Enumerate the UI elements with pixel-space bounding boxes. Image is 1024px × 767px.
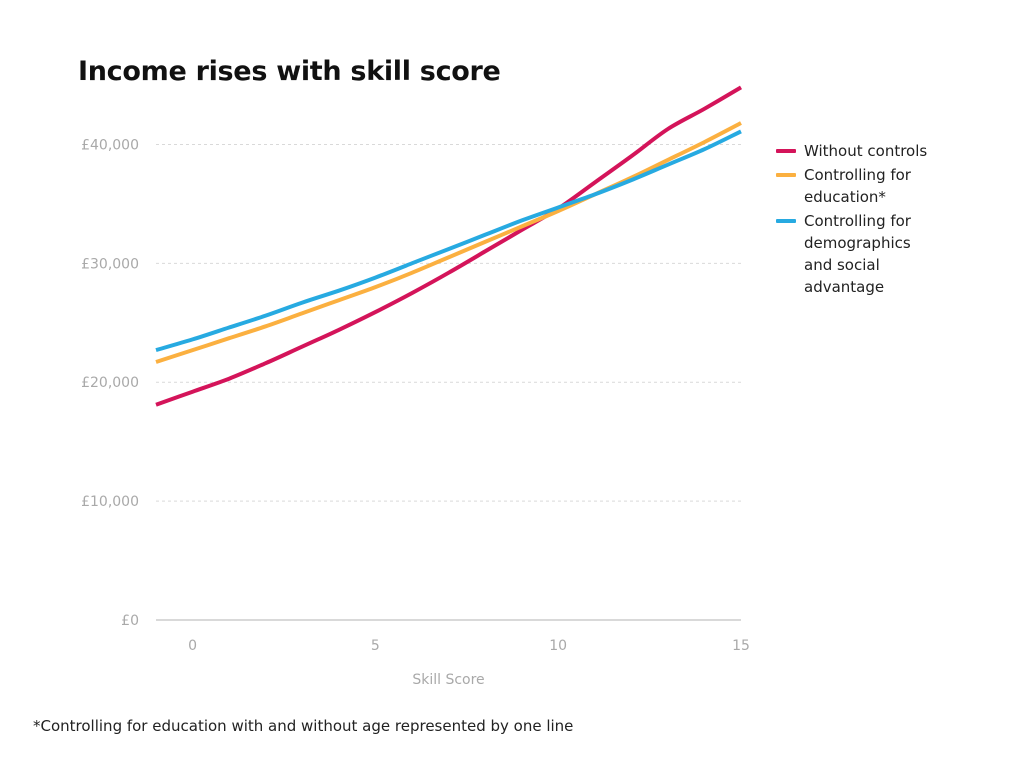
y-axis-ticks: £0 £10,000 £20,000 £30,000 £40,000 — [81, 137, 139, 629]
legend-swatch — [776, 149, 796, 153]
x-axis-title: Skill Score — [412, 672, 484, 688]
legend-item-demographics: Controlling for demographics and social … — [776, 210, 976, 298]
x-tick-label: 0 — [188, 638, 197, 654]
series-line-2 — [155, 129, 742, 353]
legend-label: Controlling for education* — [804, 166, 911, 206]
chart-title: Income rises with skill score — [78, 56, 501, 87]
x-axis-ticks: 0 5 10 15 — [188, 638, 750, 654]
series-line-0 — [155, 85, 742, 407]
legend-swatch — [776, 219, 796, 223]
gridlines — [156, 143, 741, 502]
legend: Without controls Controlling for educati… — [776, 140, 976, 300]
legend-item-education: Controlling for education* — [776, 164, 976, 208]
x-tick-label: 10 — [549, 638, 567, 654]
legend-label: Without controls — [804, 142, 928, 160]
legend-label: Controlling for demographics and social … — [804, 212, 911, 296]
legend-item-without-controls: Without controls — [776, 140, 976, 162]
x-tick-label: 15 — [732, 638, 750, 654]
series-lines — [155, 85, 742, 407]
y-tick-label: £0 — [121, 613, 139, 629]
y-tick-label: £40,000 — [81, 137, 139, 153]
y-tick-label: £20,000 — [81, 375, 139, 391]
y-tick-label: £30,000 — [81, 256, 139, 272]
legend-swatch — [776, 173, 796, 177]
series-line-1 — [155, 121, 742, 364]
y-tick-label: £10,000 — [81, 494, 139, 510]
footnote: *Controlling for education with and with… — [33, 717, 574, 735]
x-tick-label: 5 — [371, 638, 380, 654]
